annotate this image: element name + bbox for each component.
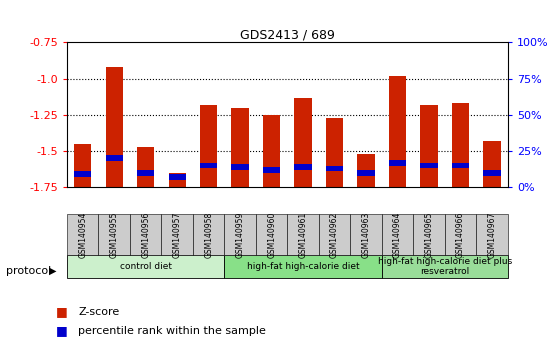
Text: GSM140954: GSM140954 — [78, 211, 87, 258]
Bar — [350, 214, 382, 255]
Text: high-fat high-calorie diet: high-fat high-calorie diet — [247, 262, 359, 271]
Bar — [224, 255, 382, 278]
Bar — [137, 147, 155, 187]
Text: GSM140966: GSM140966 — [456, 211, 465, 258]
Text: GSM140957: GSM140957 — [172, 211, 182, 258]
Bar — [161, 214, 193, 255]
Text: control diet: control diet — [119, 262, 172, 271]
Bar — [287, 214, 319, 255]
Bar — [263, 115, 280, 187]
Text: GSM140963: GSM140963 — [362, 211, 371, 258]
Title: GDS2413 / 689: GDS2413 / 689 — [240, 28, 335, 41]
Bar — [326, 118, 343, 187]
Bar — [477, 214, 508, 255]
Bar — [137, 170, 155, 176]
Bar — [224, 214, 256, 255]
Text: Z-score: Z-score — [78, 307, 119, 316]
Text: GSM140967: GSM140967 — [488, 211, 497, 258]
Bar — [295, 97, 312, 187]
Text: GSM140956: GSM140956 — [141, 211, 150, 258]
Text: GSM140955: GSM140955 — [110, 211, 119, 258]
Bar — [74, 171, 92, 177]
Bar — [256, 214, 287, 255]
Text: GSM140965: GSM140965 — [425, 211, 434, 258]
Bar — [169, 173, 186, 187]
Bar — [389, 160, 406, 166]
Bar — [232, 164, 249, 170]
Bar — [382, 214, 413, 255]
Bar — [169, 174, 186, 180]
Text: GSM140959: GSM140959 — [235, 211, 244, 258]
Bar — [445, 214, 477, 255]
Text: ■: ■ — [56, 305, 68, 318]
Bar — [358, 154, 375, 187]
Text: ▶: ▶ — [49, 266, 56, 276]
Bar — [130, 214, 161, 255]
Text: percentile rank within the sample: percentile rank within the sample — [78, 326, 266, 336]
Bar — [67, 255, 224, 278]
Bar — [452, 163, 469, 169]
Bar — [263, 167, 280, 173]
Text: GSM140962: GSM140962 — [330, 211, 339, 258]
Bar — [358, 170, 375, 176]
Bar — [413, 214, 445, 255]
Text: GSM140958: GSM140958 — [204, 211, 213, 258]
Bar — [483, 141, 501, 187]
Bar — [483, 170, 501, 176]
Bar — [74, 144, 92, 187]
Bar — [67, 214, 98, 255]
Text: GSM140961: GSM140961 — [299, 211, 307, 258]
Bar — [319, 214, 350, 255]
Bar — [382, 255, 508, 278]
Bar — [452, 103, 469, 187]
Text: GSM140960: GSM140960 — [267, 211, 276, 258]
Bar — [98, 214, 130, 255]
Bar — [193, 214, 224, 255]
Bar — [105, 67, 123, 187]
Bar — [200, 163, 217, 169]
Text: GSM140964: GSM140964 — [393, 211, 402, 258]
Text: ■: ■ — [56, 325, 68, 337]
Bar — [420, 163, 437, 169]
Bar — [232, 108, 249, 187]
Text: protocol: protocol — [6, 266, 51, 276]
Bar — [389, 76, 406, 187]
Bar — [200, 105, 217, 187]
Bar — [326, 166, 343, 171]
Bar — [295, 164, 312, 170]
Text: high-fat high-calorie diet plus
resveratrol: high-fat high-calorie diet plus resverat… — [378, 257, 512, 276]
Bar — [420, 105, 437, 187]
Bar — [105, 155, 123, 161]
